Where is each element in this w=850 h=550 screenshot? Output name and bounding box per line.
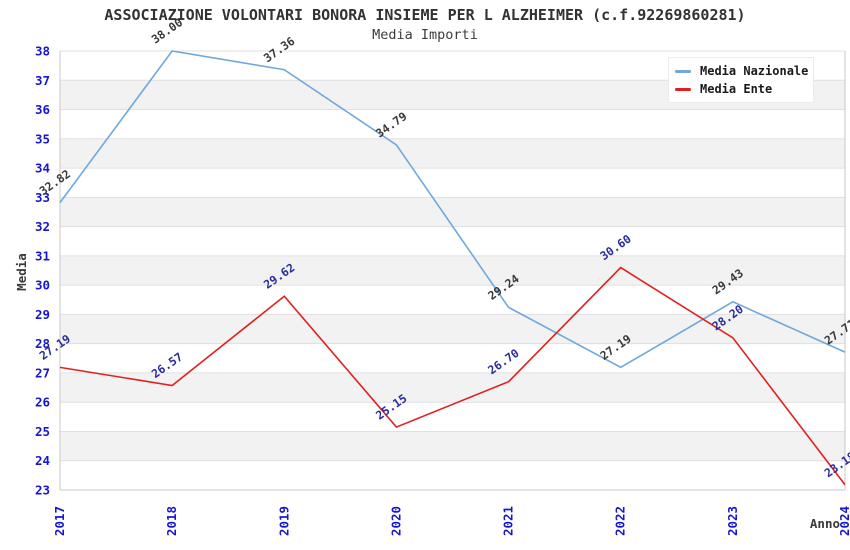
x-tick-label: 2021 xyxy=(501,506,516,536)
legend-label: Media Nazionale xyxy=(700,64,809,78)
y-tick-label: 37 xyxy=(35,73,50,88)
y-tick-label: 34 xyxy=(35,161,50,176)
x-tick-label: 2019 xyxy=(276,506,291,536)
x-tick-label: 2017 xyxy=(52,506,67,536)
line-swatch-blue-icon xyxy=(675,69,691,73)
plot-band xyxy=(60,138,845,169)
y-tick-label: 26 xyxy=(35,395,50,410)
y-tick-label: 27 xyxy=(35,365,50,380)
y-tick-label: 36 xyxy=(35,102,50,117)
y-tick-label: 31 xyxy=(35,248,50,263)
y-tick-label: 35 xyxy=(35,131,50,146)
x-tick-label: 2020 xyxy=(388,506,403,536)
legend: Media Nazionale Media Ente xyxy=(668,57,814,103)
plot-band xyxy=(60,197,845,227)
plot-band xyxy=(60,431,845,461)
y-tick-label: 29 xyxy=(35,307,50,322)
line-swatch-red-icon xyxy=(675,87,691,91)
y-tick-label: 32 xyxy=(35,219,50,234)
y-axis-title: Media xyxy=(14,253,29,291)
plot-band xyxy=(60,372,845,403)
series-line-media-nazionale xyxy=(59,50,846,369)
chart-title: ASSOCIAZIONE VOLONTARI BONORA INSIEME PE… xyxy=(104,6,746,24)
x-tick-label: 2023 xyxy=(725,506,740,536)
point-label: 34.79 xyxy=(373,109,409,140)
y-tick-label: 24 xyxy=(35,453,50,468)
chart-subtitle: Media Importi xyxy=(372,27,478,43)
x-tick-label: 2022 xyxy=(613,506,628,536)
legend-label: Media Ente xyxy=(700,82,773,96)
y-tick-label: 38 xyxy=(35,44,50,59)
x-tick-label: 2018 xyxy=(164,506,179,536)
x-axis-title: Anno xyxy=(810,516,840,531)
legend-entry-media-ente: Media Ente xyxy=(675,80,807,98)
x-tick-label: 2024 xyxy=(837,506,850,536)
legend-entry-media-nazionale: Media Nazionale xyxy=(675,62,809,80)
y-tick-label: 25 xyxy=(35,424,50,439)
y-tick-label: 33 xyxy=(35,190,50,205)
y-tick-label: 28 xyxy=(35,336,50,351)
y-tick-label: 30 xyxy=(35,278,50,293)
y-tick-label: 23 xyxy=(35,483,50,498)
series-line-media-ente xyxy=(59,266,846,486)
plot-band xyxy=(60,255,845,286)
plot-band xyxy=(60,314,845,344)
